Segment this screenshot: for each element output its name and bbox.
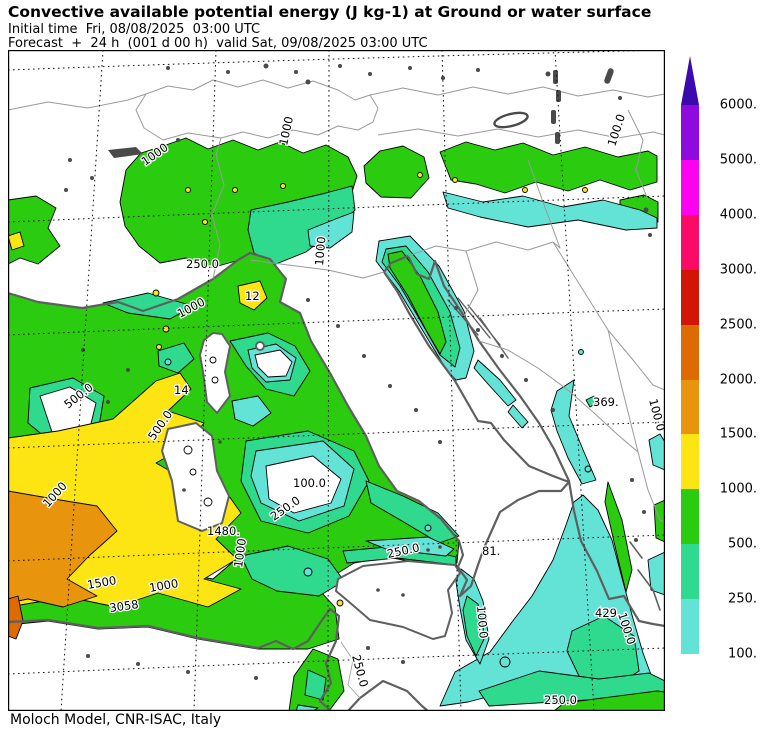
contour-label: 1000 <box>312 236 328 266</box>
colorbar-segment <box>681 269 699 326</box>
contour-label: 100.0 <box>474 605 491 639</box>
elba-coast <box>255 341 265 351</box>
page-title: Convective available potential energy (J… <box>8 3 652 21</box>
sicily-coast <box>335 560 461 640</box>
colorbar-segment <box>681 544 699 600</box>
colorbar-segment <box>681 324 699 380</box>
colorbar-segment <box>681 599 699 655</box>
colorbar-tick-label: 4000. <box>719 207 757 223</box>
corsica-coast <box>199 332 231 414</box>
colorbar-segment <box>681 489 699 545</box>
island-contours <box>183 356 219 507</box>
map-frame <box>8 50 665 711</box>
model-credit: Moloch Model, CNR-ISAC, Italy <box>10 712 222 728</box>
colorbar-tick-label: 2500. <box>719 317 757 333</box>
contour-label: 429. <box>595 606 621 620</box>
contour-label: 1500 <box>86 573 117 592</box>
colorbar-segment <box>681 159 699 216</box>
croatian-islands <box>447 297 509 359</box>
coastline-layer <box>8 251 665 711</box>
colorbar-segment <box>681 105 699 161</box>
contour-label: 100.0 <box>605 112 628 148</box>
colorbar-tick-label: 250. <box>728 591 757 607</box>
map-panel: 1000 1000 100.0 250.0 12 1000 1000 500.0 1000 500… <box>8 50 665 711</box>
graticule-layer <box>8 50 665 711</box>
contour-label: 1480. <box>207 524 240 538</box>
cape-fill-layer <box>8 137 665 711</box>
colorbar-tick-label: 2000. <box>719 372 757 387</box>
contour-label: 250.0 <box>544 693 577 707</box>
sardinia-coast <box>161 422 230 532</box>
forecast-line: Forecast + 24 h (001 d 00 h) valid Sat, … <box>8 36 428 51</box>
contour-label: 1000 <box>148 576 179 595</box>
colorbar-tick-label: 1000. <box>719 481 757 497</box>
contour-label: 250.0 <box>386 540 421 561</box>
islands-layer <box>161 332 461 640</box>
initial-time-line: Initial time Fri, 08/08/2025 03:00 UTC <box>8 22 261 37</box>
colorbar-segment <box>681 434 699 490</box>
contour-label: 14 <box>174 383 189 397</box>
contour-label: 81. <box>482 544 500 558</box>
contour-label: 250.0 <box>186 257 219 271</box>
contour-label: 369. <box>593 395 619 409</box>
contour-label: 250.0 <box>349 653 371 688</box>
lake-balaton <box>493 111 529 129</box>
terrain-specks <box>64 63 652 680</box>
africa-coastline <box>8 607 341 711</box>
colorbar-segment <box>681 379 699 435</box>
contour-label: 1000 <box>276 115 296 147</box>
colorbar-tick-label: 500. <box>728 536 757 552</box>
libya-coastline <box>346 679 430 711</box>
greek-coast-bits <box>629 541 661 611</box>
contour-label: 100.0 <box>293 476 326 490</box>
colorbar-tick-label: 100. <box>728 646 757 662</box>
contour-label: 1000 <box>231 537 249 568</box>
contour-label: 3058 <box>108 597 139 615</box>
colorbar-overflow-triangle <box>681 56 699 105</box>
europe-coastline <box>8 251 665 628</box>
contour-label: 100.0 <box>646 397 665 432</box>
colorbar-segment <box>681 214 699 271</box>
borders-layer <box>8 79 665 699</box>
contour-label: 12 <box>245 289 260 303</box>
colorbar-tick-label: 5000. <box>719 152 757 168</box>
colorbar-tick-label: 6000. <box>719 97 757 113</box>
colorbar-tick-label: 3000. <box>719 262 757 278</box>
colorbar-tick-label: 1500. <box>719 426 757 442</box>
